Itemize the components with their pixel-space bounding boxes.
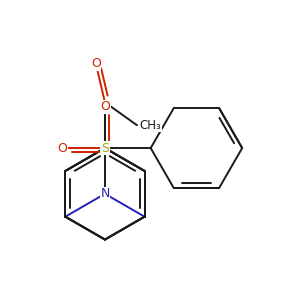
Text: S: S: [101, 142, 109, 154]
Text: O: O: [58, 142, 67, 154]
Text: N: N: [100, 187, 110, 200]
Text: O: O: [100, 100, 110, 113]
Text: O: O: [91, 57, 101, 70]
Text: CH₃: CH₃: [139, 119, 161, 132]
